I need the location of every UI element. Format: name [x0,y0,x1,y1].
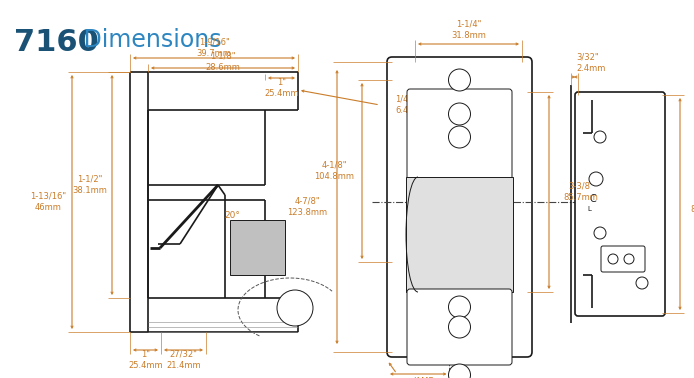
Circle shape [594,131,606,143]
Text: 3-3/8"
85.7mm: 3-3/8" 85.7mm [564,182,598,202]
Text: Dimensions: Dimensions [76,28,221,52]
Text: C: C [590,194,597,204]
Text: 4-1/8"
104.8mm: 4-1/8" 104.8mm [314,161,354,181]
FancyBboxPatch shape [407,289,512,365]
Text: 1-13/16"
46mm: 1-13/16" 46mm [30,192,66,212]
Circle shape [448,364,471,378]
Text: 1"
25.4mm: 1" 25.4mm [264,78,299,98]
Text: L: L [587,206,591,212]
Circle shape [624,254,634,264]
Circle shape [277,290,313,326]
FancyBboxPatch shape [387,57,532,357]
Text: 1-1/2"
38.1mm: 1-1/2" 38.1mm [73,175,108,195]
Text: 20°: 20° [224,211,240,220]
Text: 27/32"
21.4mm: 27/32" 21.4mm [166,350,201,370]
Circle shape [448,69,471,91]
Text: 3-3/8"
85.7mm: 3-3/8" 85.7mm [691,194,694,214]
Circle shape [589,172,603,186]
FancyBboxPatch shape [601,246,645,272]
Text: 1-1/4"
31.8mm: 1-1/4" 31.8mm [451,20,486,40]
Text: JAMB
EDGE: JAMB EDGE [412,377,436,378]
Text: 1-1/8"
28.6mm: 1-1/8" 28.6mm [205,52,240,72]
Bar [406,177,513,292]
Bar [230,220,285,275]
FancyBboxPatch shape [575,92,665,316]
Text: 3/32"
2.4mm: 3/32" 2.4mm [577,53,606,73]
Circle shape [594,227,606,239]
Text: 4-7/8"
123.8mm: 4-7/8" 123.8mm [287,197,327,217]
Text: 1/4"
6.4mm: 1/4" 6.4mm [395,95,425,115]
Circle shape [448,126,471,148]
Circle shape [448,103,471,125]
Text: 7160: 7160 [14,28,99,57]
Circle shape [636,277,648,289]
Text: 1"
25.4mm: 1" 25.4mm [128,350,163,370]
Circle shape [448,296,471,318]
FancyBboxPatch shape [407,89,512,180]
Text: 1-9/16"
39.7mm: 1-9/16" 39.7mm [196,38,231,58]
Circle shape [448,316,471,338]
Circle shape [608,254,618,264]
